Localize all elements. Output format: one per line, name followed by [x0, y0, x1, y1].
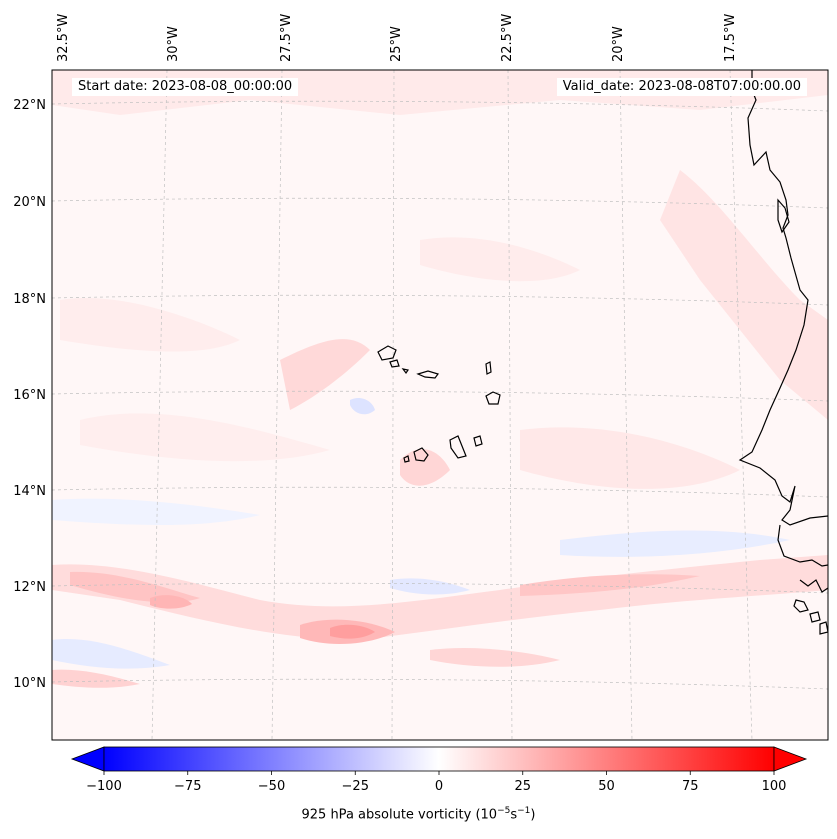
- bijagos-island: [809, 611, 821, 623]
- colorbar-extend-high: [773, 746, 808, 772]
- guinea-bissau-coast: [799, 579, 828, 593]
- island-santiago: [449, 435, 467, 459]
- field-band-itcz: [430, 648, 560, 667]
- lat-label: 14°N: [13, 484, 46, 499]
- parallel-gridline: [52, 486, 828, 498]
- island-sao-nicolau: [416, 370, 439, 379]
- field-patch-negative: [52, 639, 170, 669]
- colorbar-title-exp2: −1: [517, 806, 531, 816]
- parallel-gridline: [52, 678, 828, 690]
- field-patch-negative: [350, 398, 375, 415]
- latitude-labels: 22°N 20°N 18°N 16°N 14°N 12°N 10°N: [13, 98, 46, 691]
- meridian-gridline: [38, 70, 45, 740]
- field-band-itcz: [52, 669, 140, 688]
- field-patch: [660, 170, 828, 420]
- island-maio: [473, 435, 483, 447]
- colorbar-ticks: −100 −75 −50 −25 0 25 50 75 100: [86, 771, 786, 794]
- parallel-gridline: [52, 197, 828, 209]
- field-patch: [80, 413, 330, 462]
- colorbar-tick-label: 25: [514, 779, 531, 794]
- parallel-gridline: [52, 294, 828, 306]
- vorticity-field: [52, 70, 828, 740]
- colorbar-title: 925 hPa absolute vorticity (10−5s−1): [0, 806, 837, 822]
- coastlines: [738, 70, 828, 635]
- colorbar-title-suffix: ): [530, 807, 536, 823]
- island-sal: [485, 361, 492, 375]
- lon-label: 17.5°W: [723, 14, 738, 62]
- longitude-labels: 32.5°W 30°W 27.5°W 25°W 22.5°W 20°W 17.5…: [56, 14, 738, 62]
- field-patch-negative: [560, 530, 790, 557]
- field-band-itcz: [520, 574, 700, 596]
- parallel-gridline: [52, 100, 828, 112]
- africa-coastline: [738, 70, 828, 526]
- meridian-gridline: [151, 70, 168, 740]
- lon-label: 25°W: [389, 26, 404, 62]
- coastal-inlet: [777, 198, 790, 234]
- meridian-gridline: [391, 70, 395, 740]
- field-patch: [60, 298, 240, 352]
- colorbar: −100 −75 −50 −25 0 25 50 75 100: [70, 746, 808, 794]
- meridian-gridline: [507, 70, 513, 740]
- parallel-gridline: [52, 390, 828, 402]
- colorbar-tick-label: 0: [435, 779, 443, 794]
- colorbar-tick-label: −25: [342, 779, 369, 794]
- lat-label: 20°N: [13, 195, 46, 210]
- field-patch: [520, 427, 740, 489]
- island-santo-antao: [377, 345, 397, 361]
- colorbar-tick-label: −100: [86, 779, 122, 794]
- colorbar-title-prefix: 925 hPa absolute vorticity (10: [301, 807, 498, 823]
- colorbar-gradient: [103, 746, 775, 772]
- field-patch: [400, 449, 450, 486]
- lat-label: 16°N: [13, 388, 46, 403]
- lat-label: 22°N: [13, 98, 46, 113]
- map-frame: [51, 69, 829, 741]
- senegal-gambia-coast: [777, 524, 828, 567]
- meridian-gridline: [271, 70, 283, 740]
- field-patch: [280, 339, 370, 410]
- colorbar-extend-low: [70, 746, 105, 772]
- island-boa-vista: [485, 391, 501, 405]
- field-patch: [420, 237, 580, 282]
- field-band-itcz: [150, 595, 192, 609]
- colorbar-title-mid: s: [510, 807, 518, 823]
- lon-label: 32.5°W: [56, 14, 71, 62]
- field-band-itcz: [330, 624, 375, 639]
- bijagos-island: [793, 599, 809, 613]
- lat-label: 12°N: [13, 580, 46, 595]
- parallel-gridline: [52, 582, 828, 594]
- colorbar-tick-label: −50: [258, 779, 285, 794]
- field-background: [52, 70, 828, 740]
- field-patch-negative: [52, 498, 260, 525]
- valid-date-label: Valid_date: 2023-08-08T07:00:00.00: [556, 78, 807, 96]
- island-santa-luzia: [401, 368, 409, 375]
- bijagos-island: [819, 621, 828, 635]
- meridian-gridline: [729, 70, 753, 740]
- field-patch-negative: [390, 578, 470, 595]
- field-band-itcz: [70, 571, 200, 603]
- island-sao-vicente: [389, 359, 400, 368]
- island-brava: [403, 455, 410, 463]
- start-date-label: Start date: 2023-08-08_00:00:00: [72, 78, 299, 96]
- colorbar-tick-label: 100: [762, 779, 787, 794]
- graticule: [38, 70, 828, 740]
- colorbar-tick-label: −75: [174, 779, 201, 794]
- colorbar-tick-label: 75: [682, 779, 699, 794]
- lon-label: 22.5°W: [500, 14, 515, 62]
- cape-verde-islands: [377, 345, 501, 463]
- lon-label: 20°W: [611, 26, 626, 62]
- lat-label: 18°N: [13, 292, 46, 307]
- colorbar-title-exp1: −5: [497, 806, 511, 816]
- island-fogo: [413, 447, 429, 462]
- lon-label: 30°W: [166, 26, 181, 62]
- lon-label: 27.5°W: [279, 14, 294, 62]
- lat-label: 10°N: [13, 676, 46, 691]
- meridian-gridline: [619, 70, 633, 740]
- colorbar-tick-label: 50: [598, 779, 615, 794]
